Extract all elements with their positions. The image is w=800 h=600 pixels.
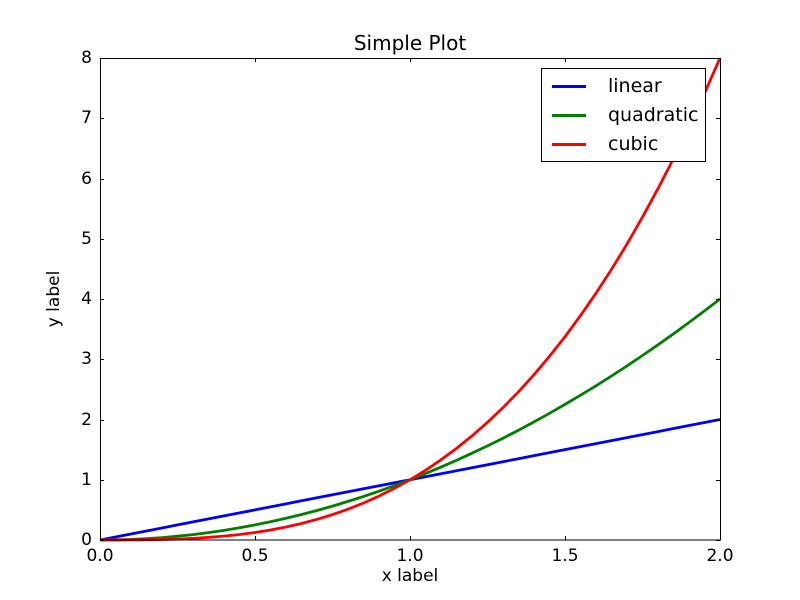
x-tick-label: 2.0 xyxy=(706,546,734,566)
y-tick-label: 2 xyxy=(81,409,92,430)
x-tick-label: 1.5 xyxy=(551,546,579,566)
x-tick-label: 0.5 xyxy=(241,546,269,566)
axes-spines xyxy=(100,58,721,541)
y-tick-label: 8 xyxy=(81,48,92,68)
legend-label-cubic: cubic xyxy=(608,133,659,155)
x-tick-label: 1.0 xyxy=(396,546,424,566)
chart-title: Simple Plot xyxy=(353,31,467,55)
legend-line-sample-quadratic xyxy=(552,113,586,117)
series-line-cubic xyxy=(100,57,722,542)
y-tick-label: 1 xyxy=(81,469,92,490)
y-tick-label: 5 xyxy=(81,228,92,249)
y-tick-label: 0 xyxy=(81,530,92,550)
legend-label-linear: linear xyxy=(608,75,662,97)
series-line-quadratic xyxy=(99,297,721,542)
x-tick-label: 0.0 xyxy=(86,546,114,566)
legend-line-sample-cubic xyxy=(552,142,586,146)
legend-entry-quadratic: quadratic xyxy=(542,101,705,130)
legend-entry-cubic: cubic xyxy=(542,130,705,159)
y-tick-label: 3 xyxy=(81,349,92,370)
x-axis-label: x label xyxy=(381,566,439,586)
legend-label-quadratic: quadratic xyxy=(608,104,699,126)
legend-line-sample-linear xyxy=(552,84,586,88)
y-tick-label: 6 xyxy=(81,168,92,189)
legend-box: linear quadratic cubic xyxy=(541,68,706,162)
legend-entry-linear: linear xyxy=(542,72,705,101)
y-tick-label: 7 xyxy=(81,108,92,129)
y-tick-label: 4 xyxy=(81,289,92,309)
series-lines xyxy=(99,57,722,542)
